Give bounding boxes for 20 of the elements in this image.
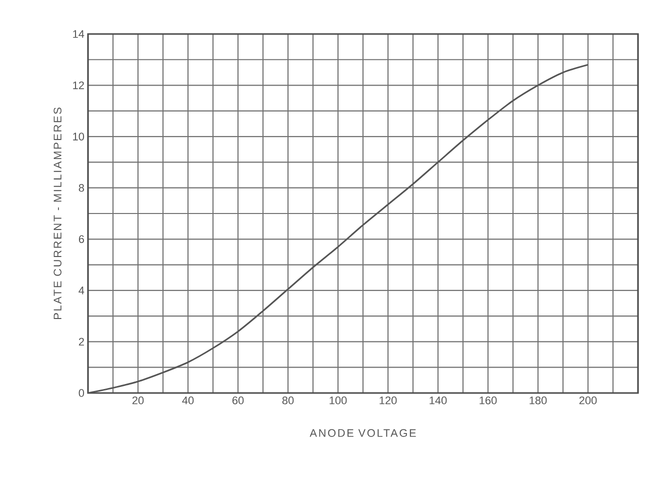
y-tick-label: 0 [78, 389, 84, 397]
x-tick-label: 140 [430, 396, 447, 404]
x-tick-label: 160 [480, 396, 497, 404]
x-tick-label: 200 [579, 396, 597, 404]
y-tick-label: 14 [73, 30, 84, 38]
x-tick-label: 60 [232, 396, 244, 404]
x-axis-title: ANODE VOLTAGE [310, 429, 416, 437]
y-tick-label: 2 [78, 338, 84, 346]
x-tick-label: 180 [530, 396, 547, 404]
y-tick-label: 4 [78, 286, 84, 294]
x-tick-label: 80 [282, 396, 294, 404]
y-tick-label: 12 [73, 81, 84, 90]
y-axis-title: PLATE CURRENT - MILLIAMPERES [54, 108, 62, 320]
y-tick-label: 10 [73, 132, 84, 140]
x-tick-label: 40 [182, 396, 194, 404]
x-tick-label: 100 [330, 396, 347, 404]
x-tick-label: 120 [380, 396, 397, 404]
y-tick-label: 8 [78, 184, 84, 192]
x-tick-label: 20 [132, 396, 144, 404]
y-tick-label: 6 [78, 235, 84, 244]
